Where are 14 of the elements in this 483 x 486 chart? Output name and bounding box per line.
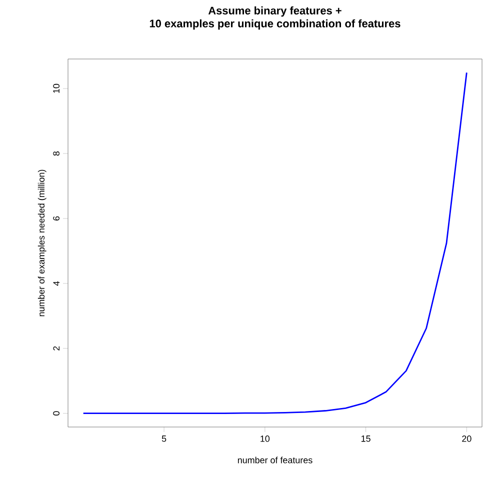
y-tick-label: 4 xyxy=(53,281,60,286)
x-axis-title: number of features xyxy=(238,456,312,464)
y-tick-label: 8 xyxy=(53,151,60,156)
x-tick-label: 15 xyxy=(361,436,370,442)
chart-title: Assume binary features + xyxy=(208,6,342,17)
y-axis-title: number of examples needed (million) xyxy=(38,170,46,316)
chart-subtitle: 10 examples per unique combination of features xyxy=(150,19,400,30)
y-tick-label: 2 xyxy=(53,346,60,350)
y-tick-label: 0 xyxy=(53,411,60,416)
y-tick-label: 6 xyxy=(53,216,60,221)
x-tick-label: 5 xyxy=(162,436,166,442)
x-tick-label: 20 xyxy=(462,436,472,442)
y-tick-label: 10 xyxy=(53,84,60,93)
x-tick-label: 10 xyxy=(260,436,270,442)
